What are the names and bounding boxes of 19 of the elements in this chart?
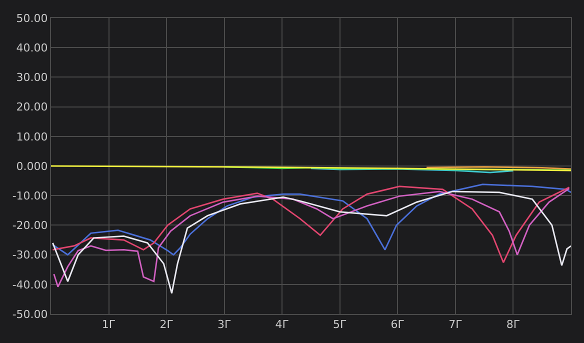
y-tick-label: -50.00: [12, 308, 48, 321]
y-tick-label: -10.00: [12, 189, 48, 202]
x-tick-label: 7Г: [448, 318, 463, 332]
x-tick-label: 8Г: [506, 318, 520, 332]
x-tick-label: 6Г: [390, 318, 405, 332]
x-tick-label: 3Г: [217, 318, 232, 332]
x-tick-label: 4Г: [275, 318, 290, 332]
y-tick-label: 50.00: [16, 12, 48, 25]
y-tick-label: 10.00: [16, 130, 48, 144]
y-tick-label: -20.00: [12, 219, 48, 232]
x-tick-label: 5Г: [333, 318, 348, 332]
y-tick-label: 30.00: [16, 71, 48, 84]
y-tick-label: -30.00: [12, 248, 48, 262]
x-tick-label: 2Г: [160, 318, 174, 332]
y-tick-label: 0.000: [16, 160, 48, 173]
y-tick-label: -40.00: [12, 278, 48, 292]
y-tick-label: 20.00: [16, 100, 48, 114]
x-tick-label: 1Г: [102, 318, 116, 332]
y-tick-label: 40.00: [16, 41, 48, 54]
